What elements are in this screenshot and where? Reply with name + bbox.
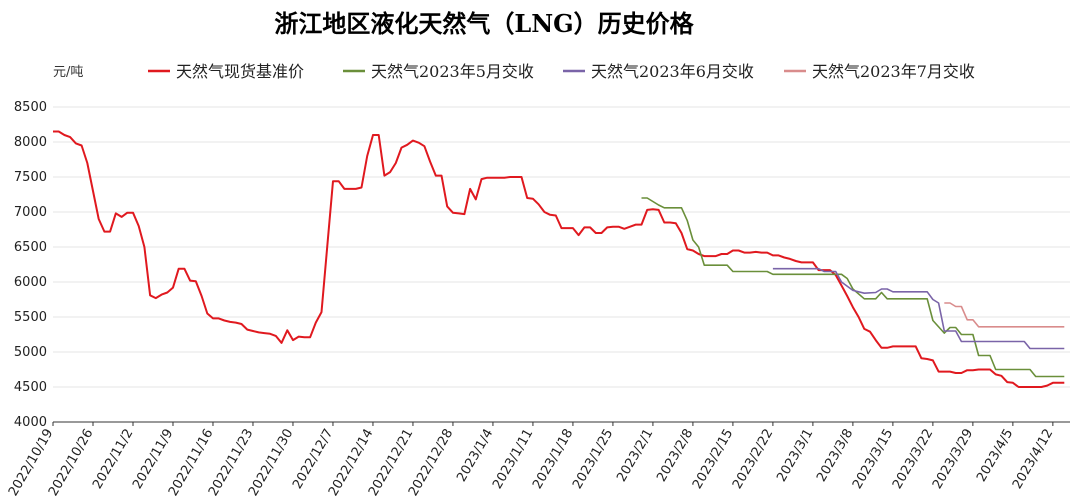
- x-tick-label: 2023/2/22: [730, 427, 776, 492]
- series-line-1: [53, 130, 1065, 388]
- grid-lines: [53, 106, 1070, 423]
- x-tick-label: 2023/3/15: [850, 427, 896, 492]
- y-tick-label: 4000: [14, 415, 47, 430]
- x-axis-ticks: 2022/10/192022/10/262022/11/22022/11/920…: [6, 422, 1056, 499]
- legend-label-2: 天然气2023年5月交收: [371, 62, 534, 81]
- legend-label-1: 天然气现货基准价: [176, 62, 304, 81]
- y-tick-label: 6000: [14, 275, 47, 290]
- legend-label-3: 天然气2023年6月交收: [591, 62, 754, 81]
- y-tick-label: 5000: [14, 345, 47, 360]
- x-tick-label: 2023/1/18: [530, 427, 576, 492]
- x-tick-label: 2023/1/25: [570, 427, 616, 492]
- x-tick-label: 2023/2/8: [654, 427, 696, 485]
- x-tick-label: 2023/3/1: [774, 427, 816, 485]
- series-line-3: [772, 267, 1065, 350]
- x-tick-label: 2023/4/5: [974, 427, 1016, 485]
- x-tick-label: 2022/11/2: [90, 427, 136, 492]
- y-axis-unit: 元/吨: [53, 65, 83, 80]
- y-tick-label: 4500: [14, 380, 47, 395]
- y-tick-label: 6500: [14, 240, 47, 255]
- y-tick-label: 7500: [14, 170, 47, 185]
- series-line-2: [641, 197, 1065, 378]
- x-tick-label: 2022/11/9: [130, 427, 176, 492]
- x-tick-label: 2023/2/1: [614, 427, 656, 485]
- x-tick-label: 2023/4/12: [1010, 427, 1056, 492]
- x-tick-label: 2023/3/22: [890, 427, 936, 492]
- y-tick-label: 8000: [14, 135, 47, 150]
- y-tick-label: 8500: [14, 100, 47, 115]
- x-tick-label: 2023/2/15: [690, 427, 736, 492]
- chart-title: 浙江地区液化天然气（LNG）历史价格: [274, 9, 694, 38]
- series-line-4: [944, 302, 1065, 328]
- x-tick-label: 2023/1/4: [454, 427, 496, 485]
- y-tick-label: 5500: [14, 310, 47, 325]
- legend-label-4: 天然气2023年7月交收: [812, 62, 975, 81]
- x-tick-label: 2023/3/8: [814, 427, 856, 485]
- legend: 天然气现货基准价 天然气2023年5月交收 天然气2023年6月交收 天然气2023年…: [148, 62, 975, 81]
- x-tick-label: 2023/1/11: [490, 427, 536, 492]
- y-axis-ticks: 4000 4500 5000 5500 6000 6500 7000 7500 8000 8500: [14, 100, 47, 430]
- x-tick-label: 2023/3/29: [930, 427, 976, 492]
- y-tick-label: 7000: [14, 205, 47, 220]
- series-lines: [53, 130, 1065, 388]
- x-tick-label: 2022/12/7: [290, 427, 336, 492]
